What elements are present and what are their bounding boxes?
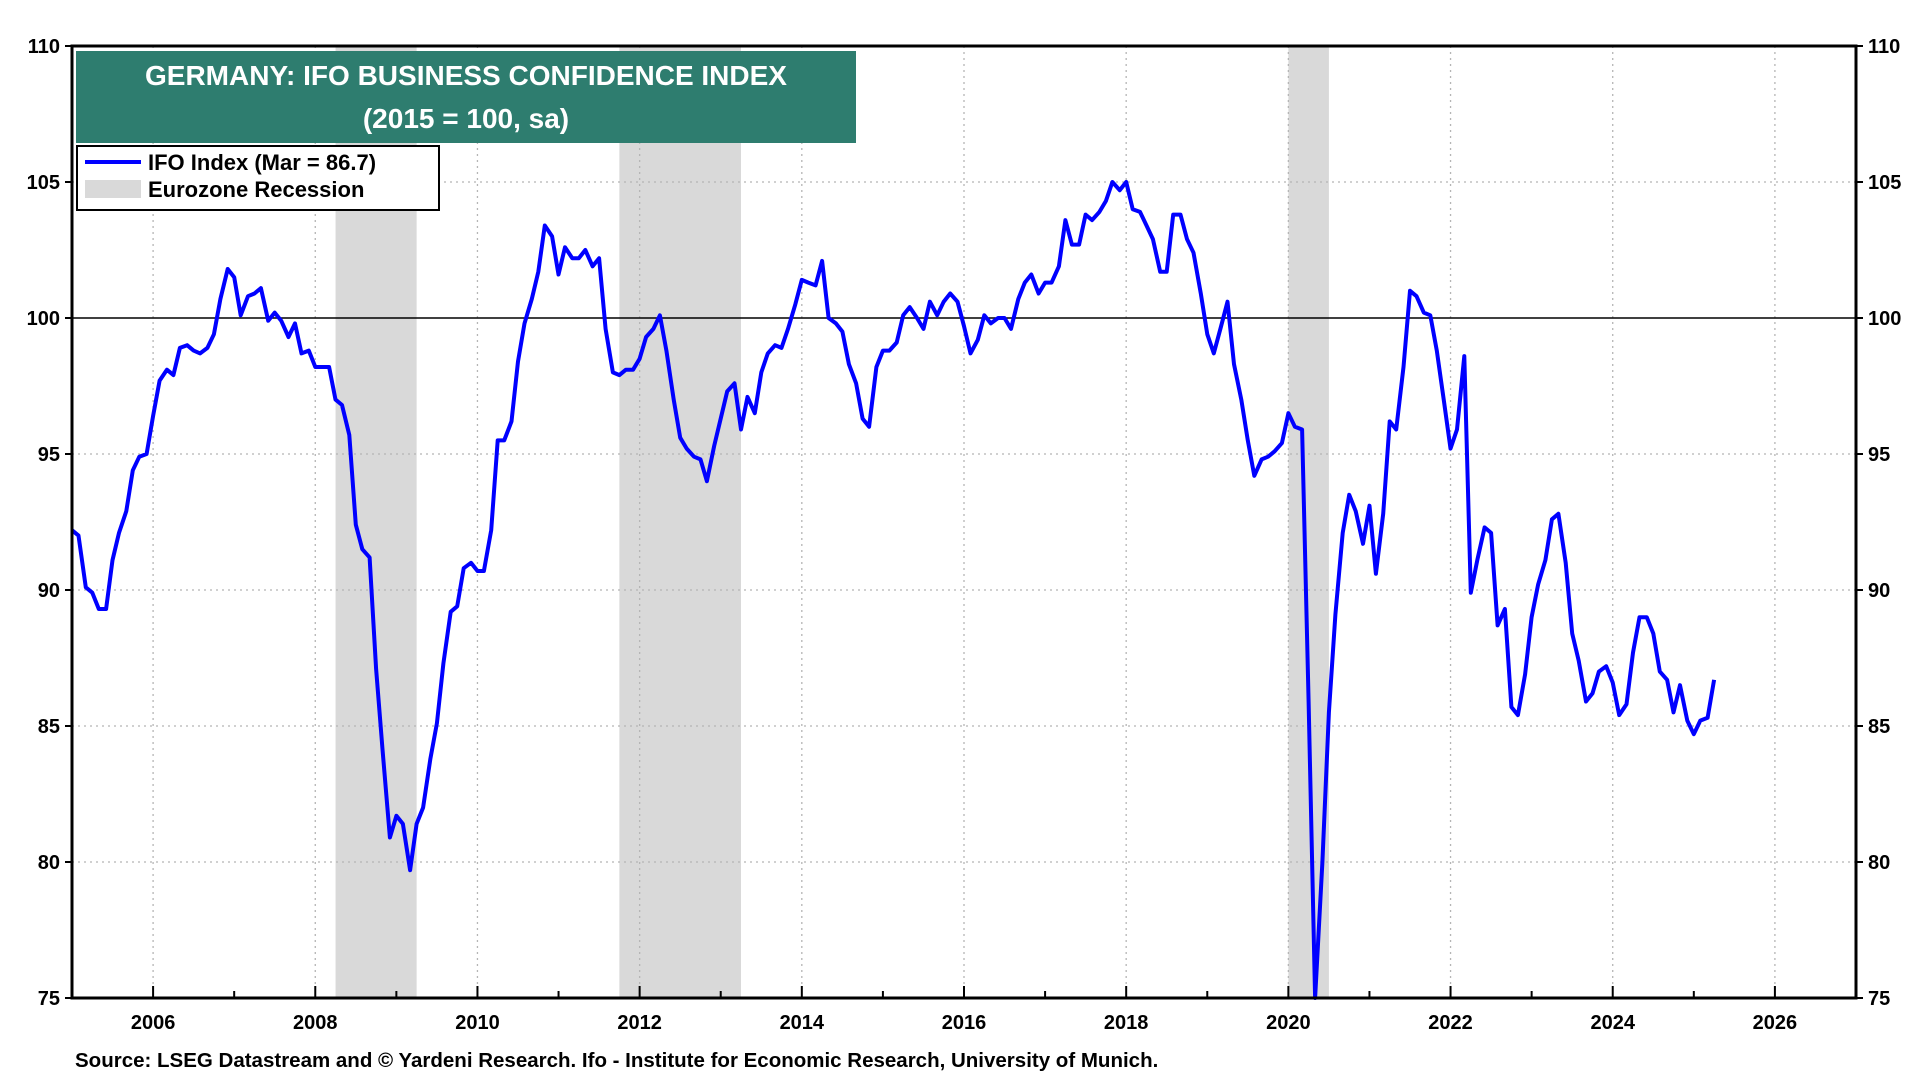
gridlines — [72, 46, 1856, 998]
x-tick-label: 2016 — [942, 1012, 987, 1034]
chart-subtitle: (2015 = 100, sa) — [363, 103, 569, 134]
y-tick-label-left: 90 — [38, 580, 60, 602]
x-tick-label: 2026 — [1753, 1012, 1798, 1034]
y-tick-label-left: 80 — [38, 852, 60, 874]
y-tick-label-right: 105 — [1868, 172, 1901, 194]
y-tick-label-left: 100 — [27, 308, 60, 330]
chart-title: GERMANY: IFO BUSINESS CONFIDENCE INDEX — [145, 60, 787, 91]
series-line-ifo-index — [70, 180, 1717, 1000]
x-tick-label: 2022 — [1428, 1012, 1473, 1034]
x-tick-label: 2020 — [1266, 1012, 1311, 1034]
series-layer — [70, 180, 1717, 1000]
legend-item-recession: Eurozone Recession — [148, 177, 364, 202]
x-tick-label: 2012 — [617, 1012, 662, 1034]
axis-ticks: 75 75 80 80 85 85 90 90 95 95 100 100 105 105 110 110 20… — [27, 36, 1902, 1034]
y-tick-label-right: 80 — [1868, 852, 1890, 874]
x-tick-label: 2010 — [455, 1012, 500, 1034]
x-tick-label: 2018 — [1104, 1012, 1149, 1034]
y-tick-label-left: 95 — [38, 444, 60, 466]
x-tick-label: 2014 — [780, 1012, 825, 1034]
recession-band-2 — [619, 46, 741, 998]
y-tick-label-left: 85 — [38, 716, 60, 738]
x-tick-label: 2024 — [1590, 1012, 1635, 1034]
x-tick-label: 2008 — [293, 1012, 338, 1034]
source-note: Source: LSEG Datastream and © Yardeni Re… — [75, 1049, 1158, 1072]
y-tick-label-right: 100 — [1868, 308, 1901, 330]
recession-bands — [335, 46, 1329, 998]
y-tick-label-left: 75 — [38, 988, 60, 1010]
y-tick-label-left: 105 — [27, 172, 60, 194]
y-tick-label-right: 110 — [1868, 36, 1900, 58]
legend-box — [76, 145, 440, 211]
x-tick-label: 2006 — [131, 1012, 176, 1034]
y-tick-label-right: 90 — [1868, 580, 1890, 602]
title-background — [76, 51, 856, 143]
legend-band-swatch — [85, 180, 141, 198]
y-tick-label-right: 75 — [1868, 988, 1890, 1010]
y-tick-label-right: 85 — [1868, 716, 1890, 738]
title-box: GERMANY: IFO BUSINESS CONFIDENCE INDEX (… — [76, 51, 856, 143]
y-tick-label-right: 95 — [1868, 444, 1890, 466]
legend: IFO Index (Mar = 86.7) Eurozone Recessio… — [76, 145, 440, 211]
y-tick-label-left: 110 — [28, 36, 60, 58]
legend-item-ifo: IFO Index (Mar = 86.7) — [148, 150, 376, 175]
